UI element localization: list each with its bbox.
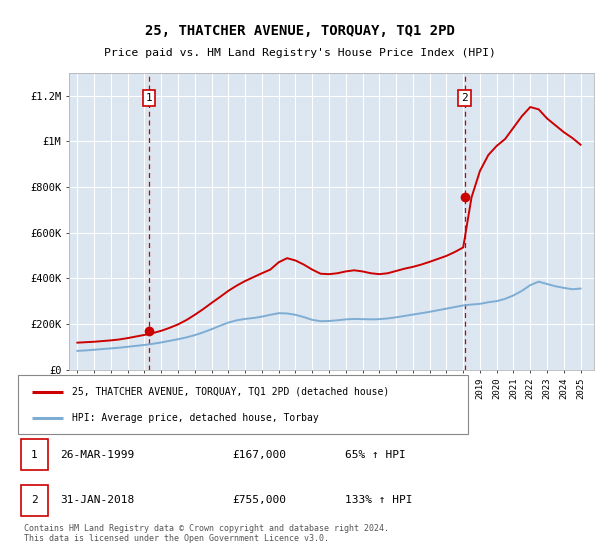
- Text: 25, THATCHER AVENUE, TORQUAY, TQ1 2PD (detached house): 25, THATCHER AVENUE, TORQUAY, TQ1 2PD (d…: [72, 386, 389, 396]
- FancyBboxPatch shape: [21, 485, 48, 516]
- Text: 65% ↑ HPI: 65% ↑ HPI: [345, 450, 406, 460]
- Text: Contains HM Land Registry data © Crown copyright and database right 2024.
This d: Contains HM Land Registry data © Crown c…: [24, 524, 389, 543]
- Text: 2: 2: [31, 495, 38, 505]
- Text: HPI: Average price, detached house, Torbay: HPI: Average price, detached house, Torb…: [72, 413, 319, 423]
- FancyBboxPatch shape: [21, 439, 48, 470]
- Text: 1: 1: [145, 93, 152, 103]
- Text: £167,000: £167,000: [232, 450, 286, 460]
- Text: 31-JAN-2018: 31-JAN-2018: [60, 495, 134, 505]
- Text: 25, THATCHER AVENUE, TORQUAY, TQ1 2PD: 25, THATCHER AVENUE, TORQUAY, TQ1 2PD: [145, 24, 455, 38]
- Text: 2: 2: [461, 93, 468, 103]
- Text: 26-MAR-1999: 26-MAR-1999: [60, 450, 134, 460]
- Text: 1: 1: [31, 450, 38, 460]
- FancyBboxPatch shape: [18, 375, 468, 434]
- Text: 133% ↑ HPI: 133% ↑ HPI: [345, 495, 413, 505]
- Text: £755,000: £755,000: [232, 495, 286, 505]
- Text: Price paid vs. HM Land Registry's House Price Index (HPI): Price paid vs. HM Land Registry's House …: [104, 48, 496, 58]
